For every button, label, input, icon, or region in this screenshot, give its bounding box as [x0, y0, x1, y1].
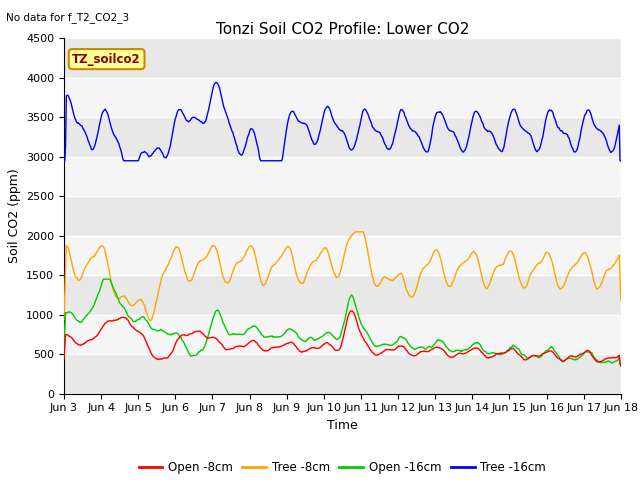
- Bar: [64, 78, 621, 117]
- Bar: [64, 38, 621, 78]
- Bar: [64, 354, 621, 394]
- Text: No data for f_T2_CO2_3: No data for f_T2_CO2_3: [6, 12, 129, 23]
- Bar: [64, 196, 621, 236]
- Bar: [64, 275, 621, 315]
- Text: TZ_soilco2: TZ_soilco2: [72, 53, 141, 66]
- Bar: [64, 236, 621, 275]
- Bar: [64, 315, 621, 354]
- Legend: Open -8cm, Tree -8cm, Open -16cm, Tree -16cm: Open -8cm, Tree -8cm, Open -16cm, Tree -…: [134, 456, 551, 479]
- Y-axis label: Soil CO2 (ppm): Soil CO2 (ppm): [8, 168, 20, 264]
- X-axis label: Time: Time: [327, 419, 358, 432]
- Title: Tonzi Soil CO2 Profile: Lower CO2: Tonzi Soil CO2 Profile: Lower CO2: [216, 22, 469, 37]
- Bar: [64, 157, 621, 196]
- Bar: [64, 117, 621, 157]
